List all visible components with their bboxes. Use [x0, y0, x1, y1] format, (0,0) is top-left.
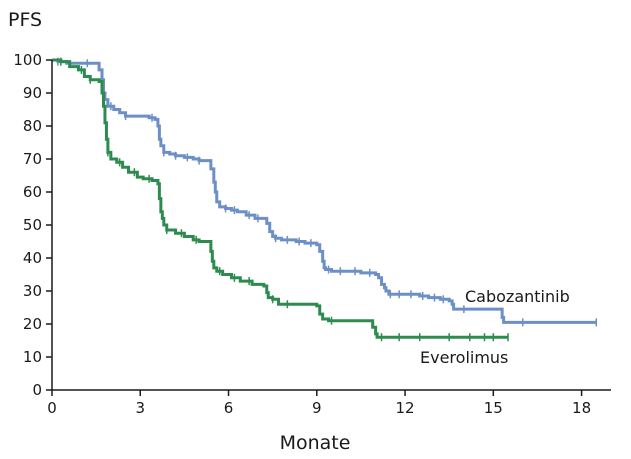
series-label-everolimus: Everolimus	[420, 348, 508, 367]
ticks-layer: 0 10 20 30 40 50 60 70 80 90 100 0 3 6 9 12 15 18	[13, 51, 591, 417]
x-tick-label: 0	[47, 399, 57, 417]
x-tick-label: 18	[572, 399, 591, 417]
y-tick-label: 100	[13, 51, 42, 69]
y-tick-label: 10	[23, 348, 42, 366]
y-tick-label: 30	[23, 282, 42, 300]
cabozantinib-curve	[52, 58, 597, 324]
y-tick-label: 0	[32, 381, 42, 399]
y-tick-label: 80	[23, 117, 42, 135]
x-tick-label: 6	[224, 399, 234, 417]
x-tick-label: 12	[396, 399, 415, 417]
x-axis-title: Monate	[280, 432, 351, 454]
y-tick-label: 20	[23, 315, 42, 333]
x-tick-label: 15	[484, 399, 503, 417]
y-tick-label: 60	[23, 183, 42, 201]
y-tick-label: 50	[23, 216, 42, 234]
y-tick-label: 70	[23, 150, 42, 168]
axes-layer	[51, 60, 611, 391]
x-tick-label: 9	[312, 399, 322, 417]
y-tick-label: 90	[23, 84, 42, 102]
y-tick-label: 40	[23, 249, 42, 267]
x-tick-label: 3	[135, 399, 145, 417]
series-label-cabozantinib: Cabozantinib	[465, 287, 570, 306]
labels-layer: Cabozantinib Everolimus	[420, 287, 570, 367]
everolimus-curve	[52, 58, 509, 339]
y-axis-title: PFS	[8, 9, 42, 31]
series-layer	[52, 57, 598, 342]
